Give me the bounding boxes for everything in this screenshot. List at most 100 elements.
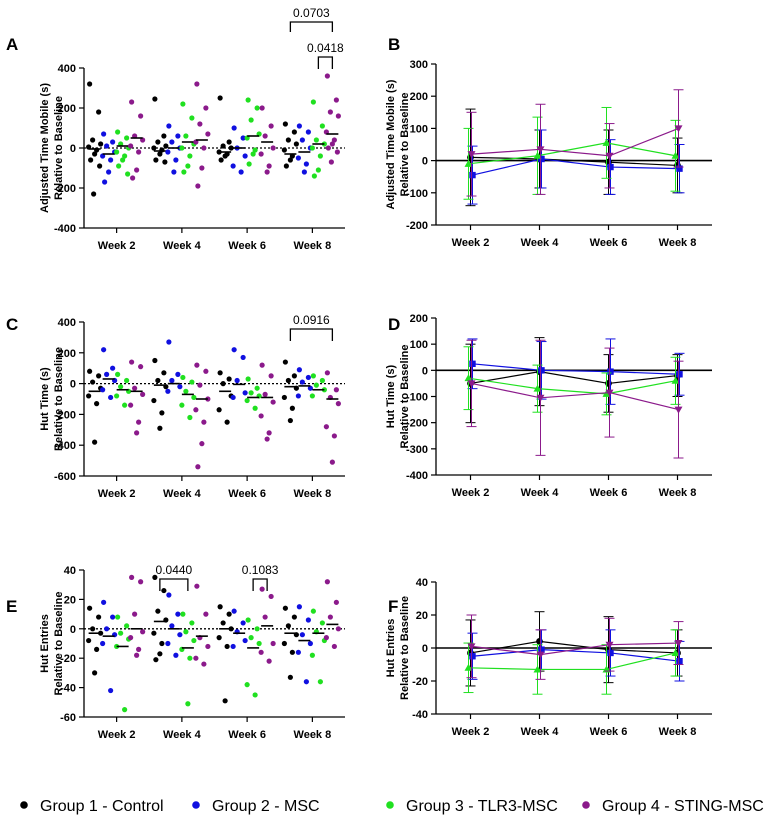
- data-point: [287, 417, 293, 424]
- y-tick-label: 0: [422, 156, 428, 168]
- data-point: [115, 614, 121, 620]
- panel-label: F: [388, 597, 398, 616]
- data-point: [151, 397, 157, 404]
- data-point: [226, 139, 232, 145]
- y-axis-subtitle: Relative to Baseline: [399, 345, 411, 449]
- data-point: [183, 388, 189, 394]
- data-point: [323, 635, 329, 641]
- mean-marker: [533, 151, 542, 159]
- mean-marker: [676, 658, 683, 665]
- data-point: [169, 377, 175, 384]
- data-point: [166, 339, 172, 345]
- data-point: [311, 173, 317, 179]
- data-point: [163, 143, 169, 149]
- data-point: [252, 405, 258, 411]
- data-point: [86, 393, 92, 399]
- mean-marker: [671, 648, 680, 656]
- data-point: [92, 151, 98, 157]
- x-tick-label: Week 2: [98, 488, 136, 500]
- data-point: [283, 163, 289, 169]
- x-tick-label: Week 4: [521, 726, 560, 738]
- data-point: [151, 145, 157, 151]
- data-point: [285, 623, 291, 629]
- x-tick-label: Week 8: [294, 729, 332, 741]
- data-point: [191, 637, 197, 644]
- data-point: [262, 133, 268, 139]
- y-tick-label: -200: [54, 409, 76, 421]
- data-point: [161, 370, 167, 376]
- data-point: [87, 368, 93, 374]
- mean-marker: [464, 374, 473, 382]
- data-point: [331, 433, 337, 439]
- p-value-label: 0.0703: [293, 6, 330, 20]
- data-point: [328, 159, 334, 165]
- data-point: [244, 397, 250, 404]
- data-point: [166, 592, 172, 598]
- data-point: [220, 381, 226, 387]
- data-point: [309, 652, 315, 658]
- data-point: [122, 707, 128, 713]
- data-point: [116, 163, 122, 169]
- data-point: [299, 632, 305, 638]
- panel-b: B Adjusted Time Mobile (s) Relative to Bas…: [385, 35, 712, 249]
- data-point: [216, 407, 222, 413]
- data-point: [254, 105, 260, 111]
- mean-marker: [607, 163, 614, 171]
- data-point: [157, 651, 163, 657]
- data-point: [333, 599, 339, 605]
- data-point: [252, 692, 258, 698]
- mean-marker: [538, 367, 545, 374]
- y-tick-label: 200: [58, 348, 76, 360]
- data-point: [301, 169, 307, 175]
- data-point: [218, 157, 224, 163]
- data-point: [162, 159, 168, 165]
- panel-label: C: [6, 315, 18, 334]
- data-point: [128, 635, 134, 641]
- data-point: [307, 385, 313, 391]
- series-line: [470, 371, 678, 385]
- mean-marker: [676, 165, 683, 172]
- significance-bracket: [289, 328, 334, 341]
- data-point: [293, 141, 299, 147]
- data-point: [101, 131, 107, 137]
- data-point: [179, 145, 185, 151]
- y-tick-label: -100: [406, 392, 428, 404]
- data-point: [205, 643, 211, 650]
- data-point: [98, 141, 104, 147]
- data-point: [331, 137, 337, 143]
- data-point: [258, 151, 264, 157]
- data-point: [217, 604, 223, 610]
- data-point: [291, 373, 297, 379]
- data-point: [136, 646, 142, 652]
- data-point: [134, 167, 140, 173]
- y-tick-label: 20: [416, 610, 428, 622]
- legend-marker: [20, 801, 28, 809]
- data-point: [115, 129, 121, 135]
- data-point: [299, 137, 305, 143]
- data-point: [183, 629, 189, 635]
- x-tick-label: Week 8: [659, 237, 697, 249]
- data-point: [171, 169, 177, 175]
- data-point: [130, 175, 136, 181]
- y-tick-label: -40: [412, 709, 428, 721]
- y-tick-label: 0: [70, 624, 76, 636]
- data-point: [245, 376, 251, 382]
- data-point: [153, 157, 159, 163]
- data-point: [331, 643, 337, 650]
- data-point: [104, 143, 110, 149]
- series-line: [468, 142, 676, 165]
- data-point: [155, 608, 161, 614]
- mean-marker: [674, 406, 683, 414]
- data-point: [129, 574, 135, 580]
- data-point: [110, 139, 116, 145]
- data-point: [193, 655, 199, 661]
- data-point: [319, 377, 325, 384]
- panel-label: D: [388, 315, 400, 334]
- data-point: [228, 145, 234, 151]
- data-point: [295, 155, 301, 161]
- data-point: [334, 149, 340, 155]
- data-point: [310, 373, 316, 379]
- data-point: [287, 674, 293, 680]
- data-point: [324, 579, 330, 585]
- y-axis-subtitle: Relative to Baseline: [399, 93, 411, 197]
